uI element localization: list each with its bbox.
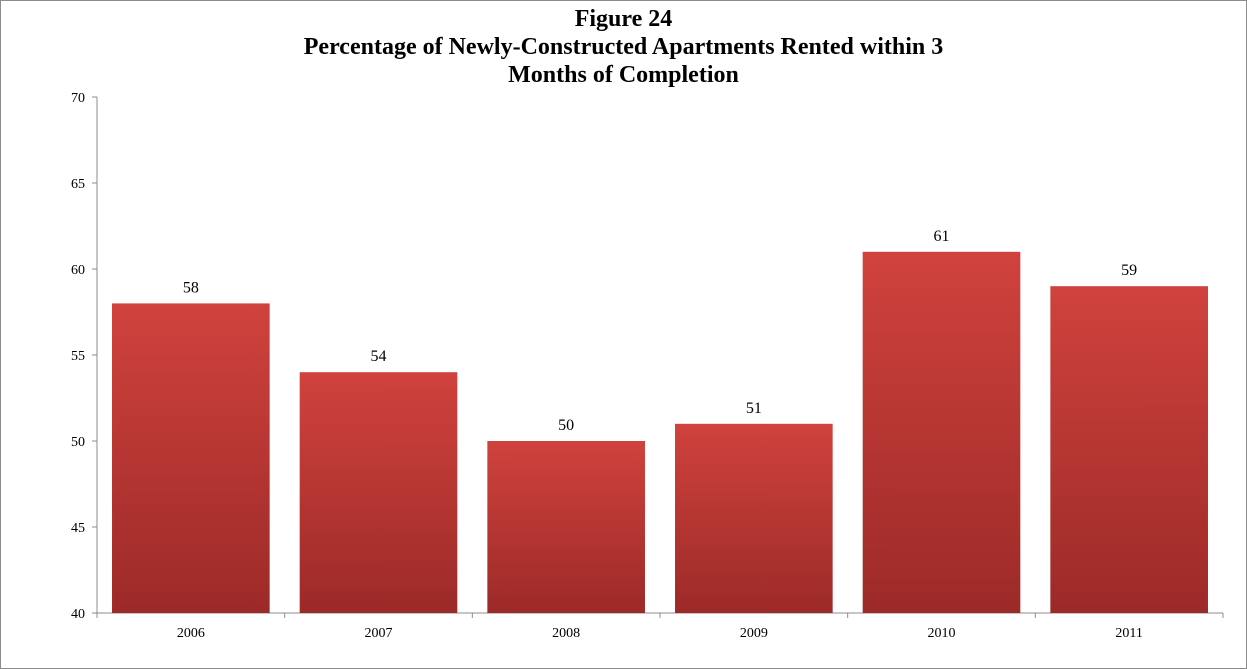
x-tick-label: 2007: [365, 626, 393, 641]
x-tick-label: 2011: [1115, 626, 1142, 641]
y-tick-label: 65: [71, 177, 85, 192]
data-label: 61: [934, 228, 950, 245]
y-tick-label: 55: [71, 349, 85, 364]
y-axis: 40 45 50 55 60 65 70: [71, 91, 98, 622]
x-tick-label: 2009: [740, 626, 768, 641]
bar-2009: [675, 423, 833, 613]
y-tick-label: 40: [71, 607, 85, 622]
x-tick-label: 2008: [552, 626, 580, 641]
data-labels-group: 58 54 50 51 61 59: [183, 228, 1137, 434]
chart-titles: Figure 24 Percentage of Newly-Constructe…: [1, 5, 1246, 89]
chart-subtitle-line-2: Months of Completion: [508, 62, 739, 88]
data-label: 51: [746, 400, 762, 417]
bar-2011: [1050, 286, 1208, 613]
bars-group: [112, 251, 1208, 614]
chart-title: Figure 24: [574, 6, 673, 32]
data-label: 59: [1121, 262, 1137, 279]
chart-subtitle-line-1: Percentage of Newly-Constructed Apartmen…: [303, 34, 944, 60]
bar-2008: [487, 441, 645, 613]
bar-2007: [299, 372, 458, 613]
y-tick-label: 70: [71, 91, 85, 106]
y-tick-label: 60: [71, 263, 85, 278]
x-axis: 2006 2007 2008 2009 2010 2011: [96, 612, 1224, 641]
x-tick-label: 2010: [928, 626, 956, 641]
data-label: 54: [371, 348, 387, 365]
y-tick-label: 45: [71, 521, 85, 536]
bar-2006: [112, 303, 270, 613]
data-label: 50: [558, 417, 574, 434]
data-label: 58: [183, 279, 199, 296]
bar-2010: [862, 251, 1021, 614]
x-tick-label: 2006: [177, 626, 205, 641]
y-tick-label: 50: [71, 435, 85, 450]
